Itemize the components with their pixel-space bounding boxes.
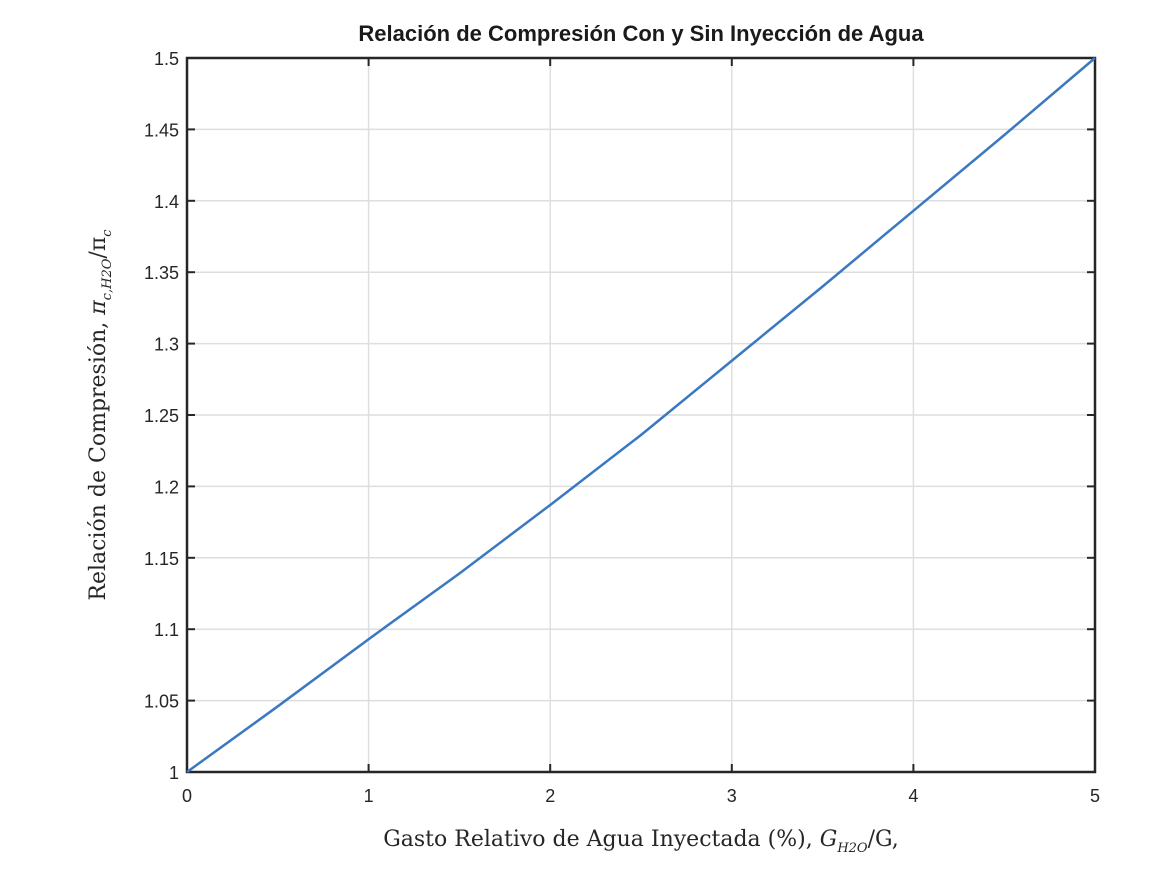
x-tick-label: 2 <box>545 786 555 806</box>
y-axis-label-subscript: c,H2O <box>100 258 115 300</box>
y-axis-label-prefix: Relación de Compresión, <box>86 315 111 601</box>
y-tick-label: 1.05 <box>144 692 179 712</box>
y-axis-label: Relación de Compresión, πc,H2O/πc <box>86 229 115 601</box>
x-axis-label-suffix: /G, <box>868 827 899 852</box>
y-tick-label: 1.5 <box>154 49 179 69</box>
series-line <box>186 57 1096 774</box>
y-tick-label: 1.25 <box>144 406 179 426</box>
y-axis-label-symbol: π <box>86 300 111 316</box>
y-tick-label: 1.35 <box>144 263 179 283</box>
x-tick-label: 1 <box>364 786 374 806</box>
y-tick-label: 1.45 <box>144 120 179 140</box>
y-axis-label-subscript2: c <box>100 229 115 237</box>
x-axis-label: Gasto Relativo de Agua Inyectada (%), GH… <box>383 827 899 856</box>
x-axis-label-subscript: H2O <box>836 841 868 856</box>
y-tick-label: 1.2 <box>154 477 179 497</box>
x-tick-label: 0 <box>182 786 192 806</box>
axis-ticks: 0 1 2 3 4 511.051.11.151.21.251.31.351.41.451… <box>144 49 1100 806</box>
y-tick-label: 1.3 <box>154 335 179 355</box>
y-axis-label-mid: /π <box>86 237 111 259</box>
x-tick-label: 5 <box>1090 786 1100 806</box>
x-axis-label-symbol: G <box>820 827 838 852</box>
series-layer <box>186 57 1096 774</box>
y-tick-label: 1.15 <box>144 549 179 569</box>
x-tick-label: 3 <box>727 786 737 806</box>
x-axis-label-prefix: Gasto Relativo de Agua Inyectada (%), <box>383 827 820 852</box>
y-tick-label: 1.4 <box>154 192 179 212</box>
y-tick-label: 1 <box>169 763 179 783</box>
grid <box>186 57 1096 773</box>
chart-title: Relación de Compresión Con y Sin Inyecci… <box>358 21 924 46</box>
x-tick-label: 4 <box>908 786 918 806</box>
y-tick-label: 1.1 <box>154 620 179 640</box>
